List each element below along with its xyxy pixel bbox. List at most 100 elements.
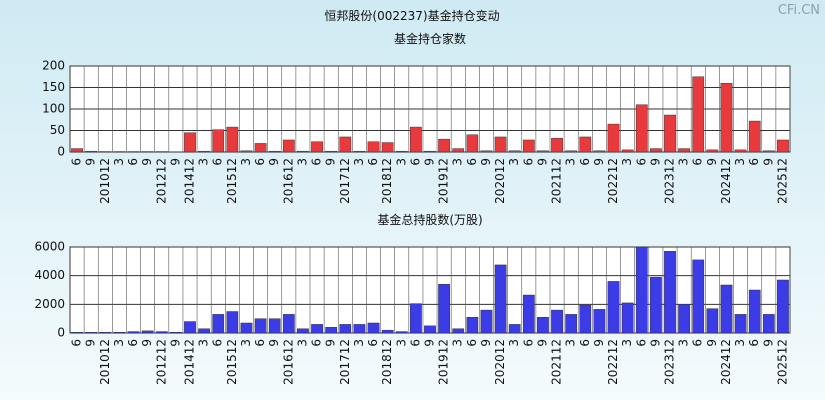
bar	[593, 309, 606, 334]
x-tick-label: 201512	[225, 158, 239, 204]
x-tick-label: 9	[479, 158, 493, 166]
x-tick-label: 6	[310, 158, 324, 166]
x-tick-label: 6	[70, 158, 84, 166]
bar	[353, 324, 366, 334]
bar	[593, 150, 606, 153]
bar	[339, 136, 352, 153]
bar	[339, 324, 352, 334]
x-tick-label: 9	[592, 339, 606, 347]
x-tick-label: 201712	[338, 158, 352, 204]
bar	[226, 126, 239, 153]
bar	[720, 82, 733, 153]
x-tick-label: 6	[211, 158, 225, 166]
x-tick-label: 3	[394, 158, 408, 166]
x-tick-label: 201012	[98, 158, 112, 204]
x-tick-label: 9	[592, 158, 606, 166]
bar	[565, 150, 578, 153]
x-tick-label: 201212	[154, 158, 168, 204]
bar	[551, 138, 563, 153]
x-tick-label: 6	[126, 339, 140, 347]
x-tick-label: 3	[352, 158, 366, 166]
x-tick-label: 201412	[183, 158, 197, 204]
bar	[734, 149, 747, 153]
bar	[71, 332, 83, 334]
x-tick-label: 201212	[154, 339, 168, 385]
x-tick-label: 3	[677, 158, 691, 166]
x-tick-label: 202512	[775, 158, 789, 204]
bar	[240, 150, 253, 153]
bar	[720, 284, 733, 334]
x-tick-label: 6	[465, 158, 479, 166]
x-tick-label: 9	[423, 339, 437, 347]
x-tick-label: 201812	[380, 339, 394, 385]
bar	[85, 150, 98, 153]
x-tick-label: 3	[620, 158, 634, 166]
x-tick-label: 202312	[663, 158, 677, 204]
bar	[692, 76, 705, 153]
x-tick-label: 9	[168, 339, 182, 347]
x-tick-label: 202412	[719, 158, 733, 204]
x-tick-label: 201712	[338, 339, 352, 385]
x-tick-label: 6	[521, 339, 535, 347]
bar	[452, 328, 465, 334]
bar	[438, 284, 450, 334]
chart-title: 基金持仓家数	[394, 31, 466, 46]
bar	[424, 325, 436, 334]
x-tick-label: 201912	[437, 339, 451, 385]
bar	[734, 314, 747, 334]
bar	[367, 141, 380, 153]
x-tick-label: 6	[747, 158, 761, 166]
bar	[71, 148, 83, 153]
bar	[410, 303, 422, 334]
watermark: CFi.CN	[778, 3, 820, 18]
bar	[410, 126, 422, 153]
x-tick-label: 6	[747, 339, 761, 347]
x-tick-label: 6	[578, 339, 592, 347]
bar	[212, 129, 225, 153]
bar	[297, 150, 309, 153]
x-tick-label: 6	[253, 158, 267, 166]
x-tick-label: 202212	[606, 158, 620, 204]
y-tick-label: 100	[42, 102, 65, 116]
x-tick-label: 6	[578, 158, 592, 166]
bar	[424, 150, 436, 153]
bar	[678, 304, 690, 334]
x-tick-label: 3	[733, 158, 747, 166]
bar	[99, 332, 112, 334]
x-tick-label: 6	[691, 158, 705, 166]
bar	[438, 138, 450, 153]
x-tick-label: 6	[211, 339, 225, 347]
bar	[650, 148, 662, 153]
x-tick-label: 202312	[663, 339, 677, 385]
x-tick-label: 3	[677, 339, 691, 347]
bar	[607, 123, 620, 153]
x-tick-label: 9	[761, 339, 775, 347]
bar	[254, 318, 267, 334]
bar	[184, 132, 196, 153]
x-tick-label: 6	[465, 339, 479, 347]
x-tick-label: 6	[691, 339, 705, 347]
bar	[198, 328, 210, 334]
bar	[452, 148, 465, 153]
y-tick-label: 50	[50, 123, 65, 137]
bar	[311, 141, 323, 153]
bar	[395, 331, 408, 334]
bar	[621, 302, 634, 334]
x-tick-label: 202112	[550, 339, 564, 385]
x-tick-label: 6	[634, 339, 648, 347]
x-tick-label: 6	[310, 339, 324, 347]
x-tick-label: 202512	[775, 339, 789, 385]
bar	[282, 314, 295, 334]
x-tick-label: 201812	[380, 158, 394, 204]
bar	[777, 279, 789, 334]
y-tick-label: 0	[57, 326, 65, 340]
x-tick-label: 9	[761, 158, 775, 166]
x-tick-label: 9	[535, 158, 549, 166]
bar	[254, 143, 267, 153]
x-tick-label: 9	[324, 158, 338, 166]
bar	[678, 148, 690, 153]
x-tick-label: 201912	[437, 158, 451, 204]
x-tick-label: 3	[197, 158, 211, 166]
x-tick-label: 3	[295, 158, 309, 166]
